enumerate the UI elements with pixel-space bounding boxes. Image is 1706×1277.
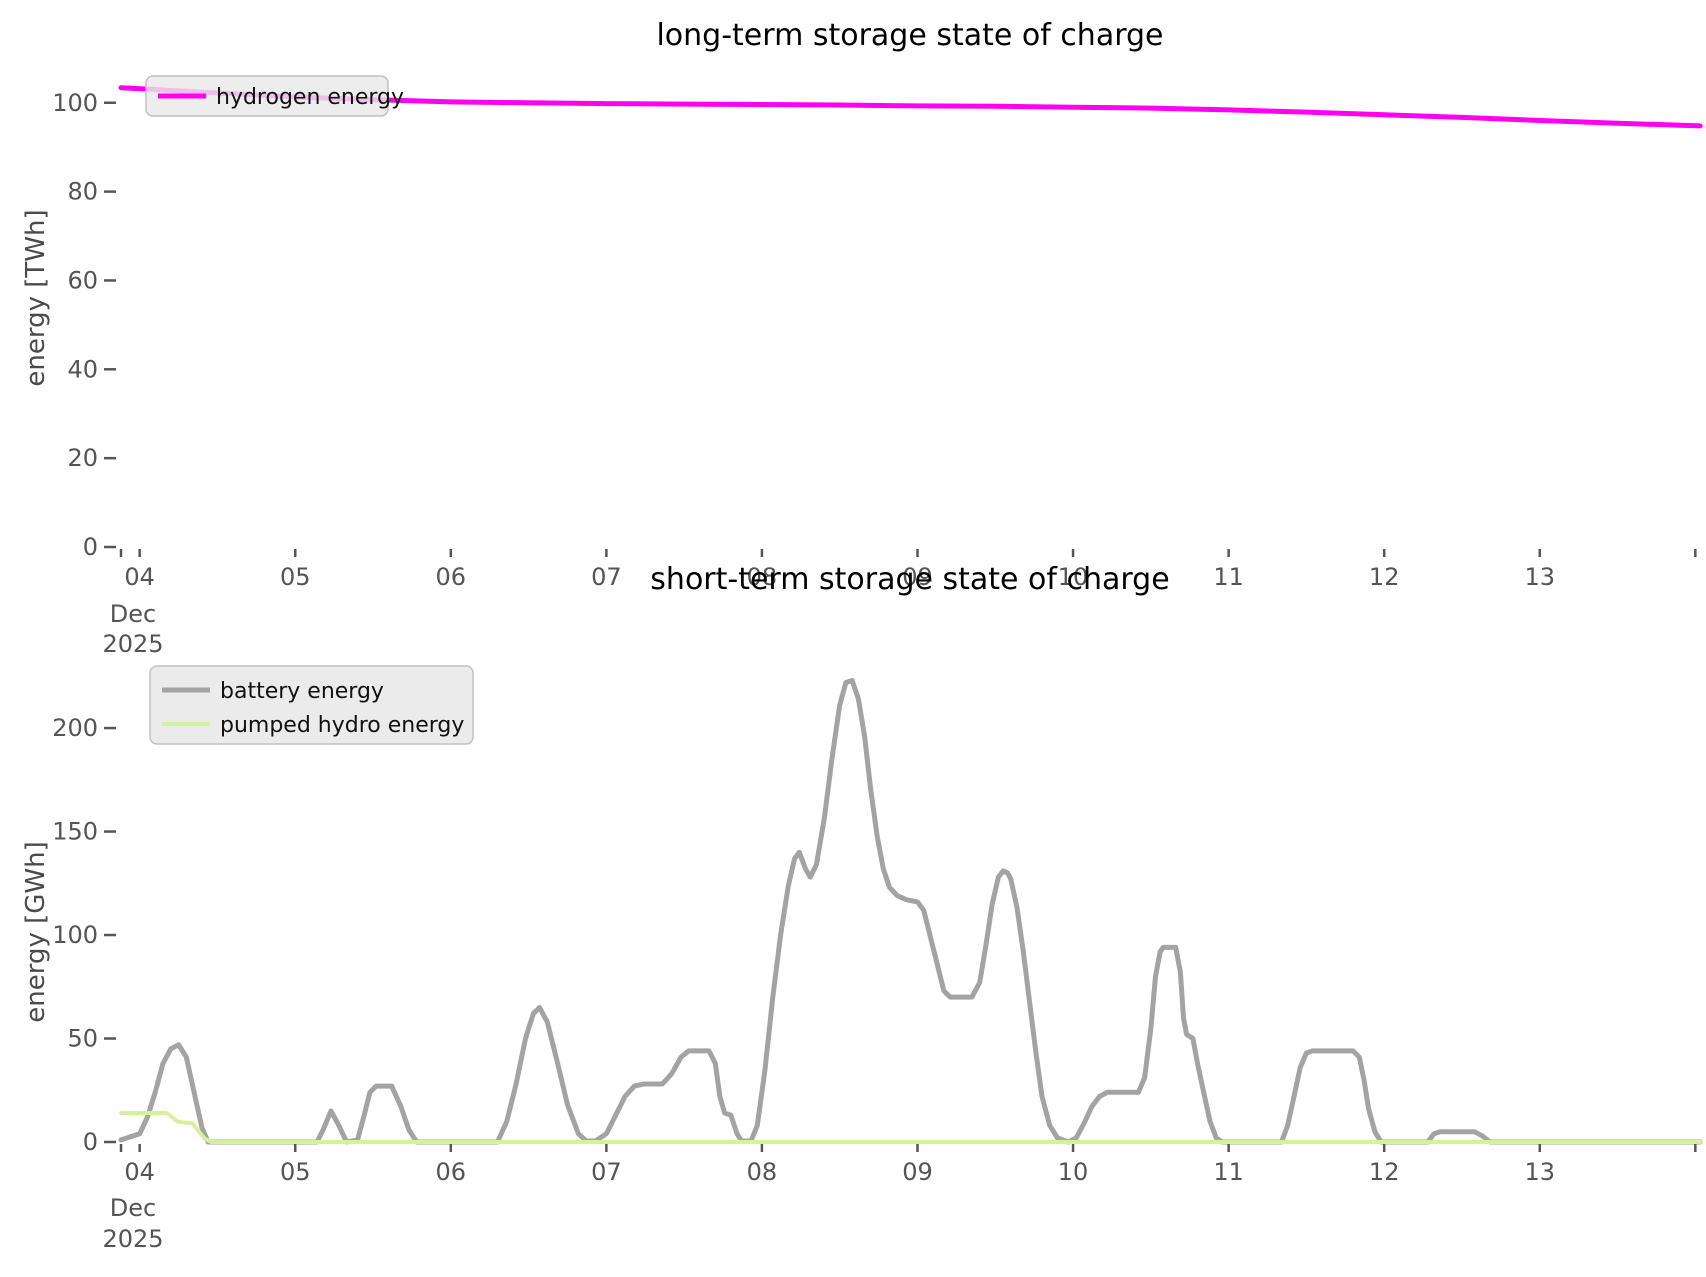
series-line-pumped-hydro-energy (119, 1111, 1702, 1144)
x-tick-label: 13 (1524, 563, 1555, 591)
y-tick-label: 0 (83, 533, 98, 561)
x-tick-label: 09 (902, 563, 933, 591)
y-tick-label: 80 (67, 178, 98, 206)
x-tick-label: 11 (1213, 1158, 1244, 1186)
y-tick-label: 40 (67, 355, 98, 383)
y-tick-label: 50 (67, 1025, 98, 1053)
x-tick-label: 13 (1524, 1158, 1555, 1186)
x-tick-label: 08 (747, 1158, 778, 1186)
x-tick-label: 10 (1058, 563, 1089, 591)
y-tick-label: 150 (52, 818, 98, 846)
short-term-xoffset-month: Dec (110, 1194, 156, 1222)
short-term-series (118, 678, 1703, 1145)
long-term-series (118, 85, 1703, 129)
short-term-xoffset-year: 2025 (102, 1225, 163, 1253)
x-tick-label: 06 (436, 1158, 467, 1186)
short-term-ticks: 04 05 06 07 08 09 10 11 12 13 0 50 100 150 200 (52, 714, 1697, 1186)
series-line-battery-energy (118, 678, 1703, 1145)
y-tick-label: 200 (52, 714, 98, 742)
x-tick-label: 07 (591, 1158, 622, 1186)
y-tick-label: 100 (52, 89, 98, 117)
legend-label-pumped-hydro: pumped hydro energy (220, 713, 464, 738)
x-tick-label: 09 (902, 1158, 933, 1186)
short-term-legend: battery energy pumped hydro energy (149, 665, 474, 745)
legend-label-battery: battery energy (220, 679, 384, 704)
y-tick-label: 60 (67, 266, 98, 294)
long-term-legend: hydrogen energy (145, 75, 404, 117)
long-term-ticks: 04 05 06 07 08 09 10 11 12 13 0 20 40 60 80 100 (52, 89, 1697, 591)
short-term-ylabel: energy [GWh] (21, 841, 51, 1022)
x-tick-label: 12 (1369, 563, 1400, 591)
x-tick-label: 10 (1058, 1158, 1089, 1186)
long-term-xoffset-year: 2025 (102, 630, 163, 658)
long-term-title: long-term storage state of charge (656, 18, 1163, 53)
x-tick-label: 12 (1369, 1158, 1400, 1186)
y-tick-label: 0 (83, 1128, 98, 1156)
long-term-ylabel: energy [TWh] (21, 209, 51, 386)
legend-box (145, 75, 389, 117)
y-tick-label: 20 (67, 444, 98, 472)
x-tick-label: 07 (591, 563, 622, 591)
short-term-title: short-term storage state of charge (650, 562, 1169, 597)
x-tick-label: 05 (280, 1158, 311, 1186)
long-term-chart: 04 05 06 07 08 09 10 11 12 13 0 20 40 60 80 100 long-te… (21, 18, 1703, 658)
y-tick-label: 100 (52, 921, 98, 949)
legend-label-hydrogen: hydrogen energy (216, 85, 404, 110)
x-tick-label: 08 (747, 563, 778, 591)
x-tick-label: 05 (280, 563, 311, 591)
series-line-hydrogen-energy (118, 85, 1703, 129)
x-tick-label: 11 (1213, 563, 1244, 591)
long-term-xoffset-month: Dec (110, 600, 156, 628)
legend-box (149, 665, 474, 745)
x-tick-label: 04 (124, 563, 155, 591)
x-tick-label: 06 (436, 563, 467, 591)
x-tick-label: 04 (124, 1158, 155, 1186)
